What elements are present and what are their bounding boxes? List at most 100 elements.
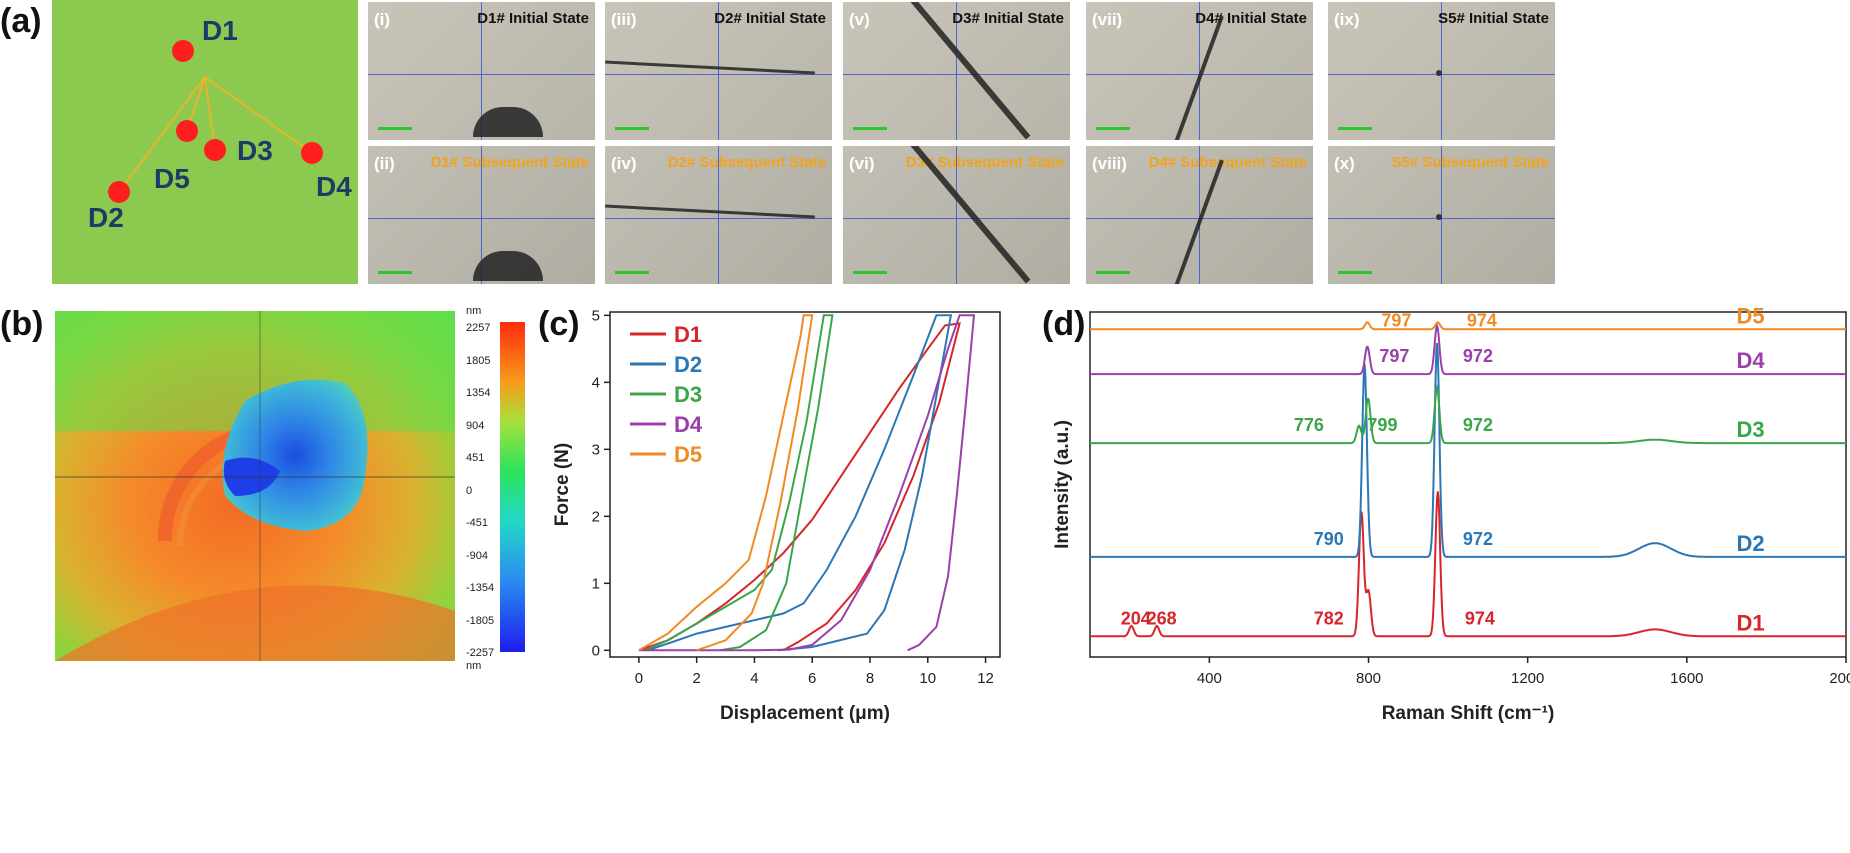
x-tick-label: 8 [866, 670, 874, 687]
scale-bar [615, 127, 649, 130]
series-label-d5: D5 [1736, 303, 1764, 328]
x-axis-label: Displacement (μm) [720, 703, 890, 724]
y-tick-label: 1 [592, 575, 600, 592]
micrograph-4: (iv) D2# Subsequent State [605, 146, 832, 284]
peak-label: 268 [1147, 608, 1177, 628]
micrograph-10: (x) S5# Subsequent State [1328, 146, 1555, 284]
y-tick-label: 2 [592, 508, 600, 525]
probe-shadow [473, 251, 543, 281]
colorbar-tick-label: 2257 [466, 322, 491, 334]
scale-bar [615, 271, 649, 274]
x-tick-label: 0 [635, 670, 643, 687]
y-tick-label: 0 [592, 642, 600, 659]
point-d4-label: D4 [316, 171, 352, 202]
micrograph-8: (viii) D4# Subsequent State [1086, 146, 1313, 284]
crosshair-v [956, 146, 957, 284]
colorbar-tick-label: 1805 [466, 354, 491, 367]
x-tick-label: 2 [692, 670, 700, 687]
x-tick-label: 6 [808, 670, 816, 687]
scale-bar [853, 271, 887, 274]
point-d3-label: D3 [237, 135, 273, 166]
legend-label-d1: D1 [674, 322, 702, 347]
colorbar-tick-label: 0 [466, 484, 473, 497]
probe-shadow [1436, 70, 1442, 76]
probe-shadow [1436, 214, 1442, 220]
spectrum-d4-line [1090, 322, 1846, 376]
micrograph-title: S5# Initial State [1438, 10, 1549, 27]
series-d2-line [647, 314, 953, 652]
peak-label: 797 [1379, 346, 1409, 366]
peak-label: 797 [1381, 310, 1411, 330]
spectrum-d2-line [1090, 343, 1846, 558]
colorbar-tick-label: -1805 [466, 614, 495, 627]
point-d1-dot [172, 40, 194, 62]
series-label-d2: D2 [1736, 531, 1764, 556]
legend-label-d3: D3 [674, 382, 702, 407]
legend-label-d4: D4 [674, 412, 703, 437]
spectrum-d3-line [1090, 384, 1846, 445]
micrograph-index: (vii) [1092, 10, 1123, 29]
x-tick-label: 10 [919, 670, 936, 687]
micrograph-index: (vi) [849, 154, 875, 173]
crosshair-v [481, 2, 482, 140]
colorbar-tick-label: -1354 [466, 582, 495, 594]
scale-bar [378, 271, 412, 274]
plot-frame [1089, 311, 1847, 658]
micrograph-index: (ix) [1334, 10, 1360, 29]
colorbar-unit-top: nm [466, 305, 482, 317]
colorbar-tick-label: 1354 [466, 387, 491, 399]
series-d5-line [638, 314, 814, 652]
colorbar [500, 322, 525, 652]
scale-bar [1096, 127, 1130, 130]
micrograph-2: (ii) D1# Subsequent State [368, 146, 595, 284]
x-tick-label: 4 [750, 670, 758, 687]
micrograph-title: D3# Subsequent State [905, 154, 1064, 171]
micrograph-title: D2# Subsequent State [667, 154, 826, 171]
colorbar-tick-label: 451 [466, 452, 485, 464]
micrograph-index: (x) [1334, 154, 1355, 173]
legend-label-d5: D5 [674, 442, 702, 467]
peak-label: 204 [1121, 608, 1151, 628]
crosshair-v [718, 2, 719, 140]
micrograph-title: S5# Subsequent State [1391, 154, 1549, 171]
crosshair-v [956, 2, 957, 140]
point-d5-dot [176, 120, 198, 142]
series-d1-line [638, 322, 961, 652]
micrograph-7: (vii) D4# Initial State [1086, 2, 1313, 140]
panel-label-b: (b) [0, 305, 44, 343]
y-tick-label: 5 [592, 307, 600, 324]
x-tick-label: 2000 [1829, 670, 1850, 687]
series-d3-line [644, 314, 834, 652]
point-d3-dot [204, 139, 226, 161]
sample-schematic: D1 D2 D3 D4 D5 [52, 0, 358, 284]
micrograph-index: (iii) [611, 10, 637, 29]
peak-label: 790 [1314, 529, 1344, 549]
y-axis-label: Force (N) [552, 443, 573, 526]
micrograph-index: (viii) [1092, 154, 1127, 173]
probe-shadow [605, 60, 815, 75]
colorbar-unit-bottom: nm [466, 660, 482, 672]
micrograph-title: D3# Initial State [952, 10, 1064, 27]
micrograph-1: (i) D1# Initial State [368, 2, 595, 140]
series-label-d4: D4 [1736, 348, 1765, 373]
y-axis-label: Intensity (a.u.) [1052, 420, 1073, 549]
micrograph-5: (v) D3# Initial State [843, 2, 1070, 140]
peak-label: 782 [1314, 608, 1344, 628]
peak-label: 799 [1367, 415, 1397, 435]
scale-bar [378, 127, 412, 130]
colorbar-tick-label: -2257 [466, 647, 495, 659]
probe-shadow [1172, 15, 1224, 140]
y-tick-label: 4 [592, 374, 600, 391]
peak-label: 974 [1465, 608, 1495, 628]
point-d1-label: D1 [202, 15, 238, 46]
series-d4-line [638, 314, 976, 652]
probe-shadow [1172, 159, 1224, 284]
micrograph-index: (iv) [611, 154, 637, 173]
crosshair-v [481, 146, 482, 284]
peak-label: 776 [1294, 415, 1324, 435]
micrograph-3: (iii) D2# Initial State [605, 2, 832, 140]
probe-shadow [473, 107, 543, 137]
scale-bar [1338, 127, 1372, 130]
peak-label: 974 [1467, 310, 1497, 330]
